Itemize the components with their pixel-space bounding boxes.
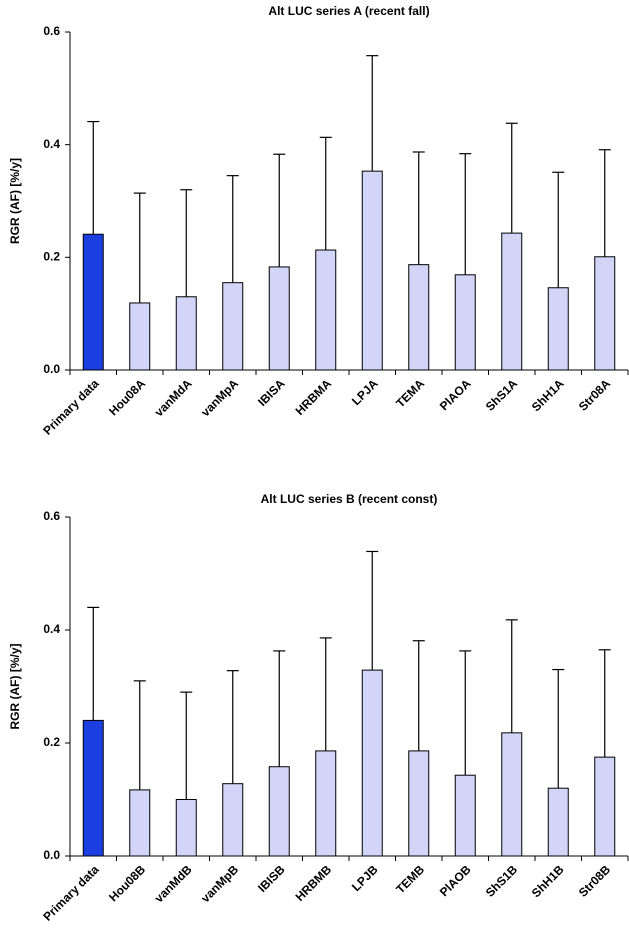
bar: [594, 256, 616, 371]
x-tick-label: ShS1A: [483, 376, 520, 413]
bar: [268, 266, 290, 371]
y-tick-label: 0.0: [43, 362, 60, 376]
x-tick-label: Str08B: [576, 862, 613, 899]
x-tick-label: vanMdB: [152, 862, 195, 905]
bar: [501, 732, 523, 857]
x-tick-label: PlAOA: [437, 376, 474, 413]
bar: [82, 719, 104, 857]
x-tick-label: Str08A: [576, 376, 613, 413]
x-tick-label: HRBMB: [293, 862, 335, 904]
y-tick-label: 0.2: [43, 250, 60, 264]
bar: [454, 274, 476, 371]
x-tick-label: TEMB: [393, 862, 427, 896]
bar: [175, 296, 197, 371]
y-tick-label: 0.0: [43, 848, 60, 862]
bar: [315, 750, 337, 857]
chart: Alt LUC series A (recent fall) RGR (AF) […: [8, 4, 629, 438]
bar: [315, 249, 337, 371]
chart: Alt LUC series B (recent const) RGR (AF) …: [8, 492, 629, 924]
x-tick-label: LPJA: [349, 376, 381, 408]
y-axis-label: RGR (AF) [%/y]: [8, 644, 22, 730]
bar: [222, 783, 244, 857]
x-tick-label: vanMdA: [152, 376, 195, 419]
y-tick-label: 0.4: [43, 137, 60, 151]
x-tick-label: Hou08A: [106, 376, 148, 418]
bar: [222, 282, 244, 371]
x-tick-label: IBISA: [255, 376, 288, 409]
x-tick-label: vanMpB: [198, 862, 241, 905]
x-tick-label: Hou08B: [106, 862, 148, 904]
y-tick-label: 0.4: [43, 622, 60, 636]
x-tick-label: HRBMA: [293, 376, 335, 418]
y-tick-label: 0.6: [43, 509, 60, 523]
chart-title: Alt LUC series A (recent fall): [268, 4, 429, 18]
error-bars: [87, 55, 611, 370]
error-bars: [87, 550, 611, 856]
bar: [268, 766, 290, 857]
x-tick-label: LPJB: [349, 862, 381, 894]
x-tick-label: ShH1B: [529, 862, 567, 900]
bar: [175, 799, 197, 857]
x-tick-label: TEMA: [393, 376, 427, 410]
bar: [82, 233, 104, 371]
bar: [547, 787, 569, 857]
y-tick-label: 0.6: [43, 24, 60, 38]
bar: [594, 756, 616, 857]
x-tick-label: ShH1A: [529, 376, 567, 414]
bar: [408, 264, 430, 371]
y-tick-label: 0.2: [43, 735, 60, 749]
bar: [129, 789, 151, 857]
bar: [408, 750, 430, 857]
bar: [547, 287, 569, 371]
x-tick-label: Primary data: [40, 862, 102, 924]
x-tick-label: Primary data: [40, 376, 102, 438]
x-tick-label: PlAOB: [437, 862, 474, 899]
bar: [501, 232, 523, 371]
chart-title: Alt LUC series B (recent const): [261, 492, 438, 506]
x-tick-label: vanMpA: [198, 376, 241, 419]
y-axis-label: RGR (AF) [%/y]: [8, 158, 22, 244]
x-tick-label: IBISB: [255, 862, 288, 895]
bar: [129, 302, 151, 371]
bar: [361, 669, 383, 857]
x-tick-label: ShS1B: [483, 862, 520, 899]
bar: [361, 170, 383, 371]
bar: [454, 774, 476, 857]
